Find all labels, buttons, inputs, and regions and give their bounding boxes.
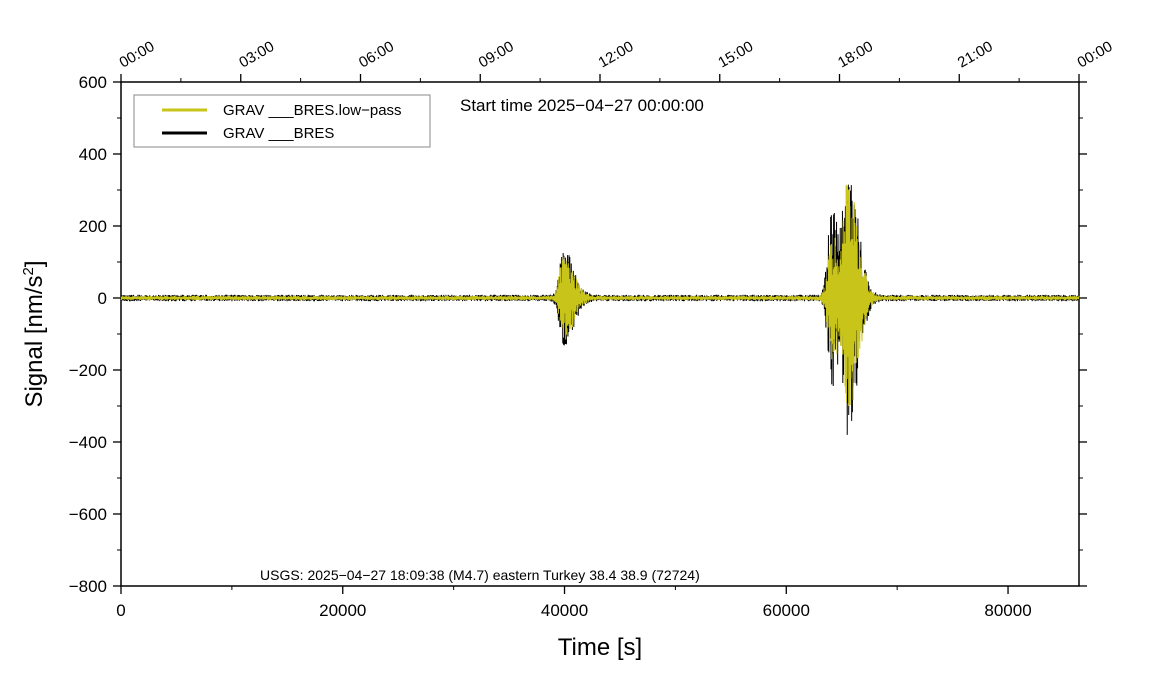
series-line-lowpass: [120, 184, 1080, 407]
top-tick-label: 18:00: [835, 38, 876, 71]
x-tick-label: 80000: [984, 601, 1031, 620]
top-tick-label: 00:00: [1075, 38, 1116, 71]
y-tick-label: −600: [69, 505, 107, 524]
x-tick-label: 20000: [319, 601, 366, 620]
event-annotation: USGS: 2025−04−27 18:09:38 (M4.7) eastern…: [260, 567, 700, 583]
y-tick-label: 400: [79, 145, 107, 164]
legend-label-lowpass: GRAV ___BRES.low−pass: [223, 102, 402, 119]
top-tick-label: 21:00: [955, 38, 996, 71]
plot-frame: [120, 81, 1080, 587]
y-axis-title: Signal [nm/s2]: [20, 260, 48, 407]
legend-label-raw: GRAV ___BRES: [223, 125, 334, 142]
x-tick-label: 0: [116, 601, 125, 620]
y-tick-label: −400: [69, 433, 107, 452]
y-tick-label: 0: [98, 289, 107, 308]
top-tick-label: 12:00: [596, 38, 637, 71]
y-tick-label: 200: [79, 217, 107, 236]
y-tick-label: 600: [79, 73, 107, 92]
legend: GRAV ___BRES.low−pass GRAV ___BRES: [133, 94, 431, 148]
legend-box: [133, 94, 431, 148]
top-tick-label: 09:00: [476, 38, 517, 71]
top-tick-label: 03:00: [236, 38, 277, 71]
x-tick-label: 40000: [541, 601, 588, 620]
y-axis-title-main: Signal [nm/s: [21, 275, 48, 407]
y-tick-label: −200: [69, 361, 107, 380]
series-line-raw: [120, 184, 1080, 435]
x-axis-title: Time [s]: [558, 634, 642, 661]
y-axis-title-superscript: 2: [20, 267, 37, 275]
y-tick-label: −800: [69, 577, 107, 596]
top-tick-label: 15:00: [715, 38, 756, 71]
top-tick-label: 06:00: [356, 38, 397, 71]
top-tick-label: 00:00: [117, 38, 158, 71]
x-tick-label: 60000: [763, 601, 810, 620]
series-layer: [120, 184, 1080, 435]
start-time-annotation: Start time 2025−04−27 00:00:00: [460, 96, 704, 115]
y-axis-title-end: ]: [21, 260, 48, 267]
